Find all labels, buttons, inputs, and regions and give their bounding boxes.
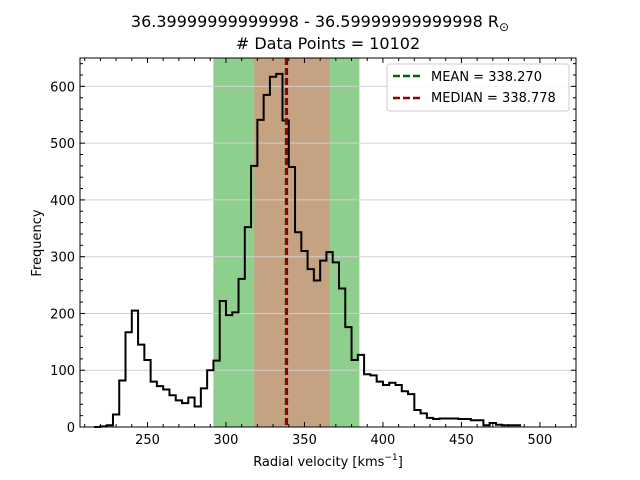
histogram-series	[94, 72, 522, 428]
plot-frame	[79, 57, 577, 428]
histogram-step-line	[94, 72, 522, 428]
y-tick-label: 200	[50, 307, 75, 322]
x-tick-label: 250	[135, 433, 160, 448]
band-inner	[254, 58, 330, 427]
y-tick-label: 400	[50, 194, 75, 209]
legend-box	[386, 63, 570, 112]
y-tick-label: 0	[67, 421, 75, 436]
legend-mean-label: MEAN = 338.270	[431, 70, 542, 85]
legend-median-label: MEDIAN = 338.778	[431, 91, 556, 106]
x-tick-label: 300	[214, 433, 239, 448]
x-tick-label: 400	[371, 433, 396, 448]
chart-title-line1: 36.39999999999998 - 36.59999999999998 R⊙	[131, 12, 509, 34]
y-tick-label: 500	[50, 137, 75, 152]
y-tick-label: 600	[50, 80, 75, 95]
x-axis-ticks: 250 300 350 400 450 500	[84, 58, 572, 448]
sun-symbol: ⊙	[499, 20, 509, 34]
chart-title-line2: # Data Points = 10102	[236, 34, 420, 53]
x-tick-label: 500	[527, 433, 552, 448]
y-tick-label: 300	[50, 251, 75, 266]
x-tick-label: 350	[292, 433, 317, 448]
y-tick-label: 100	[50, 364, 75, 379]
x-axis-label: Radial velocity [kms−1]	[253, 453, 403, 470]
x-tick-label: 450	[449, 433, 474, 448]
legend: MEAN = 338.270 MEDIAN = 338.778	[386, 63, 570, 112]
y-axis-label: Frequency	[30, 209, 45, 276]
y-axis-ticks: 0 100 200 300 400 500 600	[50, 63, 576, 436]
statistic-lines	[284, 58, 289, 427]
